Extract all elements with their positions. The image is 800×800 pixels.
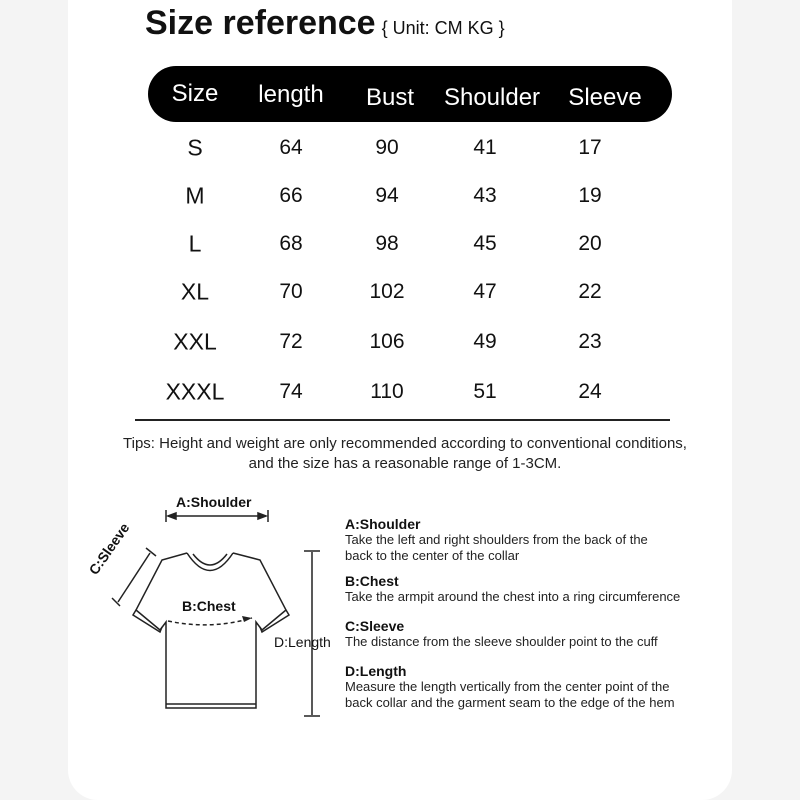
table-cell-bust: 102 [369,280,405,303]
table-cell-length: 74 [279,380,303,403]
table-cell-length: 64 [279,136,303,159]
table-cell-size: L [188,230,202,257]
table-cell-length: 66 [279,184,303,207]
table-cell-shoulder: 47 [473,280,497,303]
table-cell-size: S [187,134,203,161]
desc-title: D:Length [345,663,407,679]
length-label: D:Length [274,634,331,650]
header-size: Size [171,80,219,107]
table-cell-shoulder: 45 [473,232,497,255]
table-cell-sleeve: 23 [578,330,602,353]
table-cell-size: M [185,182,205,209]
table-cell-bust: 98 [375,232,399,255]
desc-text: The distance from the sleeve shoulder po… [345,634,658,649]
desc-text: Take the armpit around the chest into a … [345,589,681,604]
size-chart-card [68,0,732,800]
table-cell-bust: 110 [370,380,404,403]
table-divider [135,419,670,421]
desc-title: C:Sleeve [345,618,405,634]
shoulder-arrow [165,510,269,522]
sleeve-arrow [111,547,157,607]
desc-sleeve: C:Sleeve The distance from the sleeve sho… [345,618,705,650]
desc-title: B:Chest [345,573,399,589]
length-arrow [304,550,320,717]
tshirt-diagram [111,510,320,717]
desc-shoulder: A:Shoulder Take the left and right should… [345,516,665,564]
header-shoulder: Shoulder [443,84,541,111]
tshirt-outline-icon [131,552,291,709]
desc-length: D:Length Measure the length vertically fr… [345,663,695,711]
table-cell-length: 72 [279,330,303,353]
table-cell-size: XXL [173,328,217,355]
chest-arrow [242,616,252,622]
table-cell-bust: 94 [375,184,399,207]
table-cell-bust: 106 [369,330,405,353]
table-cell-sleeve: 17 [578,136,602,159]
table-cell-bust: 90 [375,136,399,159]
table-cell-shoulder: 49 [473,330,497,353]
table-cell-shoulder: 41 [473,136,497,159]
table-cell-shoulder: 51 [473,380,497,403]
table-cell-length: 68 [279,232,303,255]
chest-label: B:Chest [182,598,236,614]
desc-text: Measure the length vertically from the c… [345,679,675,710]
title-text: Size reference [145,4,376,42]
table-cell-shoulder: 43 [473,184,497,207]
table-cell-sleeve: 24 [578,380,602,403]
header-bust: Bust [365,84,415,111]
header-sleeve: Sleeve [568,84,642,111]
table-cell-sleeve: 20 [578,232,602,255]
page-title: Size reference{ Unit: CM KG } [145,4,505,43]
table-header: Size length Bust Shoulder Sleeve [148,66,672,122]
desc-chest: B:Chest Take the armpit around the chest … [345,573,705,605]
tips-text: Tips: Height and weight are only recomme… [123,435,687,472]
unit-label: { Unit: CM KG } [381,18,505,38]
desc-title: A:Shoulder [345,516,421,532]
shoulder-label: A:Shoulder [176,494,252,510]
table-cell-size: XL [180,278,210,305]
table-cell-sleeve: 22 [578,280,602,303]
desc-text: Take the left and right shoulders from t… [345,532,648,563]
table-cell-sleeve: 19 [578,184,602,207]
header-length: length [258,81,324,108]
table-cell-size: XXXL [165,378,225,405]
table-cell-length: 70 [279,280,303,303]
